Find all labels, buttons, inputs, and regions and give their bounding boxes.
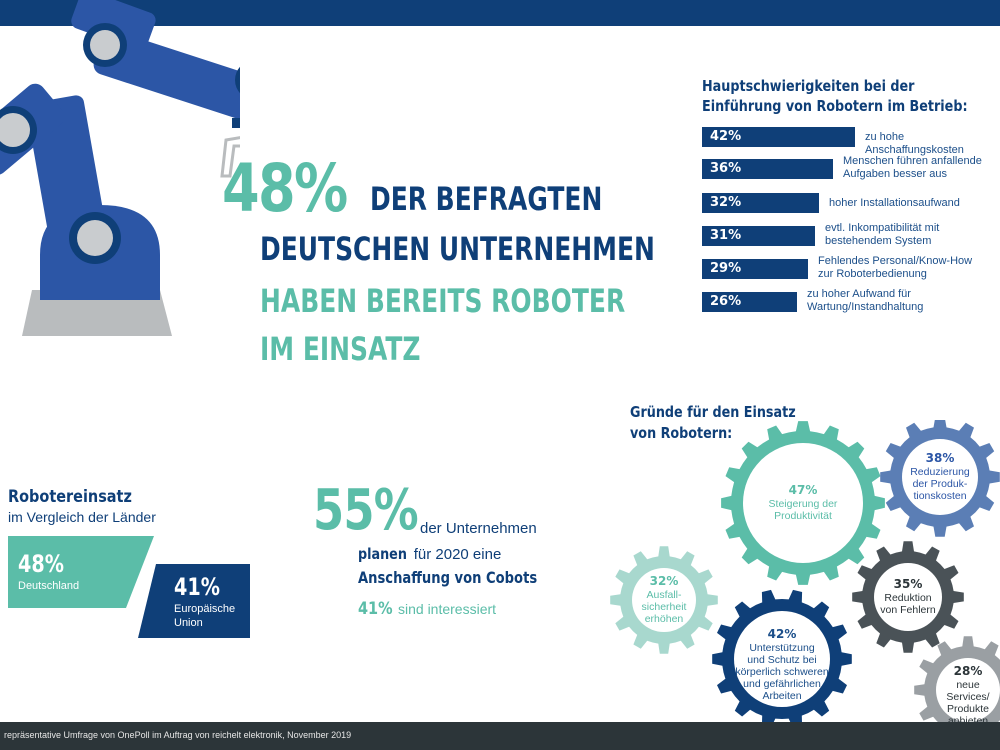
cobots-text2-rest: für 2020 eine (413, 546, 502, 563)
difficulty-bar-value: 31% (710, 228, 742, 243)
gear-label-line: der Produk- (912, 478, 968, 490)
comparison-subtitle: im Vergleich der Länder (8, 509, 156, 525)
difficulty-bar-label: Fehlendes Personal/Know-How zur Roboterbe… (818, 255, 972, 281)
cobots-percent: 55% (313, 478, 419, 543)
difficulty-label-line1: hoher Installationsaufwand (829, 197, 960, 209)
difficulty-label-line2: Aufgaben besser aus (843, 168, 947, 180)
gear-label-line: sicherheit (641, 601, 687, 613)
footer-text: repräsentative Umfrage von OnePoll im Au… (4, 730, 352, 740)
difficulty-label-line1: zu hohe Anschaffungskosten (865, 131, 964, 156)
gear-center (874, 563, 942, 631)
eu-label-line2: Union (174, 617, 203, 629)
top-bar (0, 0, 1000, 26)
difficulty-bar: 42% (702, 127, 855, 147)
difficulty-label-line2: bestehendem System (825, 235, 932, 247)
cobots-text2-bold: planen (358, 545, 407, 563)
reasons-title-line2: von Robotern: (630, 424, 733, 442)
germany-label: Deutschland (18, 580, 80, 592)
gear-label-line: und gefährlichen Arbeiten (743, 678, 821, 702)
gear-center (936, 658, 1000, 722)
difficulties-title-line2: Einführung von Robotern im Betrieb: (702, 97, 968, 115)
difficulty-bar-value: 32% (710, 195, 742, 210)
gear-label-line: neue Services/ (946, 679, 990, 703)
gear-label: 47% Steigerung der Produktivität (743, 484, 863, 522)
difficulty-bar: 29% (702, 259, 808, 279)
footer-bar: repräsentative Umfrage von OnePoll im Au… (0, 722, 1000, 750)
gear-value: 47% (788, 483, 818, 497)
headline-line3: HABEN BEREITS ROBOTER (260, 282, 626, 320)
gear-value: 32% (649, 574, 679, 588)
gear-value: 38% (925, 451, 955, 465)
gear-label-line: tionskosten (913, 490, 967, 502)
eu-value: 41% (174, 573, 220, 601)
difficulty-bar-label: Menschen führen anfallende Aufgaben besse… (843, 155, 982, 181)
gear-value: 35% (893, 577, 923, 591)
gear-label: 42% Unterstützung und Schutz bei körperlich… (734, 628, 830, 702)
difficulty-bar-value: 42% (710, 129, 742, 144)
cobots-text3: Anschaffung von Cobots (358, 568, 538, 587)
eu-shape (138, 564, 250, 638)
gear-label-line: erhöhen (644, 613, 684, 625)
gear-center (632, 568, 696, 632)
gear-center (734, 611, 830, 707)
headline-line1: DER BEFRAGTEN (370, 180, 603, 218)
gear-center (743, 443, 863, 563)
robot-arm-illustration (0, 0, 240, 336)
difficulty-label-line2: zur Roboterbedienung (818, 268, 927, 280)
gear-label-line: Ausfall- (646, 589, 682, 601)
gear-label: 32% Ausfall-sicherheit erhöhen (632, 575, 696, 625)
difficulty-bar: 32% (702, 193, 819, 213)
headline-line2: DEUTSCHEN UNTERNEHMEN (260, 230, 655, 268)
gear-label-line: Reduktion (884, 592, 932, 604)
difficulty-bar-label: zu hohe Anschaffungskosten (865, 131, 1000, 157)
difficulty-bar-value: 26% (710, 294, 742, 309)
gear-label-line: körperlich schweren (735, 666, 829, 678)
gear-label-line: Steigerung der (768, 498, 838, 510)
cobots-text1: der Unternehmen (420, 520, 537, 537)
cobots-text2: planen für 2020 eine (358, 545, 501, 563)
headline-percent: 48% (222, 150, 348, 227)
difficulty-label-line1: zu hoher Aufwand für (807, 288, 911, 300)
difficulty-bar-label: zu hoher Aufwand für Wartung/Instandhaltu… (807, 288, 923, 314)
eu-label-line1: Europäische (174, 603, 236, 615)
germany-shape (8, 536, 154, 608)
gear-center (902, 439, 978, 515)
cobots-interested-text: sind interessiert (398, 601, 497, 617)
gear-label-line: und Schutz bei (747, 654, 817, 666)
gear-label-line: Reduzierung (910, 466, 970, 478)
gear-value: 28% (953, 664, 983, 678)
difficulty-bar: 36% (702, 159, 833, 179)
headline-line4: IM EINSATZ (260, 330, 421, 368)
difficulty-label-line1: Fehlendes Personal/Know-How (818, 255, 973, 267)
difficulty-bar: 26% (702, 292, 797, 312)
difficulty-bar-value: 36% (710, 161, 742, 176)
gear-label: 28% neue Services/Produkte anbieten (936, 665, 1000, 727)
difficulties-title-line1: Hauptschwierigkeiten bei der (702, 77, 915, 95)
reasons-title-line1: Gründe für den Einsatz (630, 403, 796, 421)
difficulty-bar-label: evtl. Inkompatibilität mit bestehendem Sy… (825, 222, 939, 248)
difficulty-bar: 31% (702, 226, 815, 246)
difficulty-label-line1: evtl. Inkompatibilität mit (825, 222, 940, 234)
gear-value: 42% (767, 627, 797, 641)
gear-label: 38% Reduzierung der Produk-tionskosten (902, 452, 978, 502)
difficulty-label-line1: Menschen führen anfallende (843, 155, 982, 167)
gear-label-line: von Fehlern (880, 604, 936, 616)
reasons-gears (610, 420, 1000, 722)
germany-value: 48% (18, 550, 64, 578)
cobots-interested-value: 41% (358, 599, 393, 619)
gear-label-line: Produkte (946, 703, 990, 715)
gear-label-line: Produktivität (774, 510, 832, 522)
difficulty-bar-value: 29% (710, 261, 742, 276)
gear-label: 35% Reduktion von Fehlern (874, 578, 942, 616)
difficulty-label-line2: Wartung/Instandhaltung (807, 301, 924, 313)
gear-label-line: Unterstützung (749, 642, 815, 654)
difficulty-bar-label: hoher Installationsaufwand (829, 197, 960, 210)
comparison-title: Robotereinsatz (8, 487, 132, 507)
